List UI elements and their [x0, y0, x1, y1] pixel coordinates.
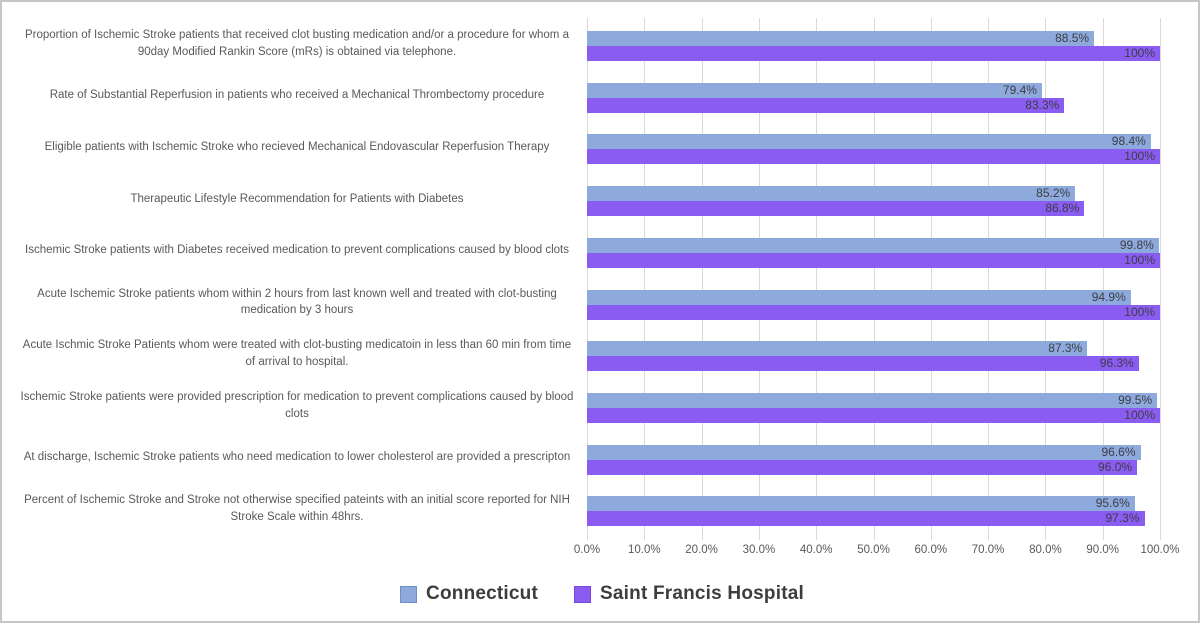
- bar-value-label: 94.9%: [1091, 289, 1126, 304]
- gridline: [988, 18, 990, 540]
- legend-item-connecticut: Connecticut: [400, 583, 538, 605]
- bar-value-label: 99.5%: [1118, 392, 1153, 407]
- category-label: Acute Ischmic Stroke Patients whom were …: [22, 339, 572, 369]
- bar-value-label: 83.3%: [1025, 97, 1060, 112]
- x-axis-tick-label: 0.0%: [573, 544, 601, 556]
- legend-item-saint-francis: Saint Francis Hospital: [574, 583, 804, 605]
- bar-value-label: 100%: [1124, 46, 1155, 60]
- bar-value-label: 97.3%: [1105, 511, 1140, 526]
- category-label: Proportion of Ischemic Stroke patients t…: [25, 29, 569, 58]
- bar-value-label: 86.8%: [1045, 201, 1080, 216]
- legend-label-connecticut: Connecticut: [426, 583, 539, 604]
- saint-francis-bar: 100%: [587, 304, 1160, 320]
- x-axis-tick-label: 80.0%: [1029, 544, 1062, 556]
- bar-value-label: 96.6%: [1101, 444, 1136, 459]
- bar-value-label: 100%: [1124, 407, 1155, 422]
- gridline: [930, 18, 932, 540]
- gridline: [873, 18, 875, 540]
- bar-value-label: 96.3%: [1099, 356, 1134, 371]
- connecticut-bar: 98.4%: [587, 134, 1151, 150]
- x-axis-tick-label: 30.0%: [742, 544, 776, 556]
- saint-francis-bar: 83.3%: [587, 97, 1065, 113]
- gridline: [1160, 18, 1161, 540]
- category-label: Eligible patients with Ischemic Stroke w…: [44, 140, 550, 153]
- saint-francis-swatch-icon: [574, 585, 592, 603]
- bar-value-label: 87.3%: [1048, 341, 1083, 356]
- gridline: [816, 18, 818, 540]
- connecticut-bar: 85.2%: [587, 186, 1076, 202]
- gridline: [1102, 18, 1104, 540]
- gridline: [1045, 18, 1047, 540]
- category-label: Acute Ischemic Stroke patients whom with…: [37, 287, 557, 317]
- gridline: [587, 18, 588, 540]
- bar-value-label: 98.4%: [1111, 134, 1146, 149]
- x-axis-tick-label: 100.0%: [1140, 544, 1180, 556]
- category-label: Therapeutic Lifestyle Recommendation for…: [130, 192, 464, 205]
- category-label: Rate of Substantial Reperfusion in patie…: [49, 89, 545, 102]
- connecticut-bar: 79.4%: [587, 82, 1042, 98]
- category-label: Ischemic Stroke patients were provided p…: [20, 391, 574, 420]
- legend-label-saint-francis: Saint Francis Hospital: [600, 583, 804, 604]
- connecticut-swatch-icon: [400, 585, 418, 603]
- category-label: At discharge, Ischemic Stroke patients w…: [23, 451, 571, 464]
- bar-value-label: 79.4%: [1002, 82, 1037, 97]
- category-label: Ischemic Stroke patients with Diabetes r…: [25, 244, 569, 257]
- bar-value-label: 95.6%: [1095, 496, 1130, 511]
- x-axis-tick-label: 50.0%: [857, 544, 890, 556]
- bar-value-label: 100%: [1124, 304, 1155, 319]
- saint-francis-bar: 100%: [587, 252, 1160, 268]
- bar-value-label: 96.0%: [1098, 459, 1133, 474]
- connecticut-bar: 99.5%: [587, 392, 1158, 408]
- category-label: Percent of Ischemic Stroke and Stroke no…: [24, 494, 570, 524]
- saint-francis-bar: 96.3%: [587, 356, 1139, 372]
- bar-value-label: 88.5%: [1055, 31, 1090, 45]
- x-axis-tick-label: 20.0%: [685, 544, 718, 556]
- bar-value-label: 85.2%: [1036, 186, 1071, 201]
- gridline: [644, 18, 646, 540]
- connecticut-bar: 94.9%: [587, 289, 1131, 305]
- saint-francis-bar: 97.3%: [587, 511, 1145, 527]
- bar-value-label: 99.8%: [1119, 237, 1154, 252]
- connecticut-bar: 87.3%: [587, 341, 1088, 357]
- x-axis-tick-label: 90.0%: [1086, 544, 1119, 556]
- bar-value-label: 100%: [1124, 149, 1155, 164]
- saint-francis-bar: 96.0%: [587, 459, 1138, 475]
- connecticut-bar: 96.6%: [587, 444, 1141, 460]
- bar-value-label: 100%: [1124, 252, 1155, 267]
- connecticut-bar: 95.6%: [587, 496, 1135, 512]
- x-axis-tick-label: 10.0%: [627, 544, 661, 556]
- saint-francis-bar: 100%: [587, 407, 1160, 423]
- x-axis-tick-label: 40.0%: [799, 544, 833, 556]
- x-axis-tick-label: 60.0%: [914, 544, 948, 556]
- saint-francis-bar: 100%: [587, 46, 1160, 61]
- saint-francis-bar: 100%: [587, 149, 1160, 165]
- gridline: [758, 18, 760, 540]
- connecticut-bar: 88.5%: [587, 31, 1095, 46]
- gridline: [701, 18, 703, 540]
- connecticut-bar: 99.8%: [587, 237, 1159, 253]
- saint-francis-bar: 86.8%: [587, 201, 1085, 217]
- legend: Connecticut Saint Francis Hospital: [2, 578, 1198, 610]
- x-axis-tick-label: 70.0%: [971, 544, 1005, 556]
